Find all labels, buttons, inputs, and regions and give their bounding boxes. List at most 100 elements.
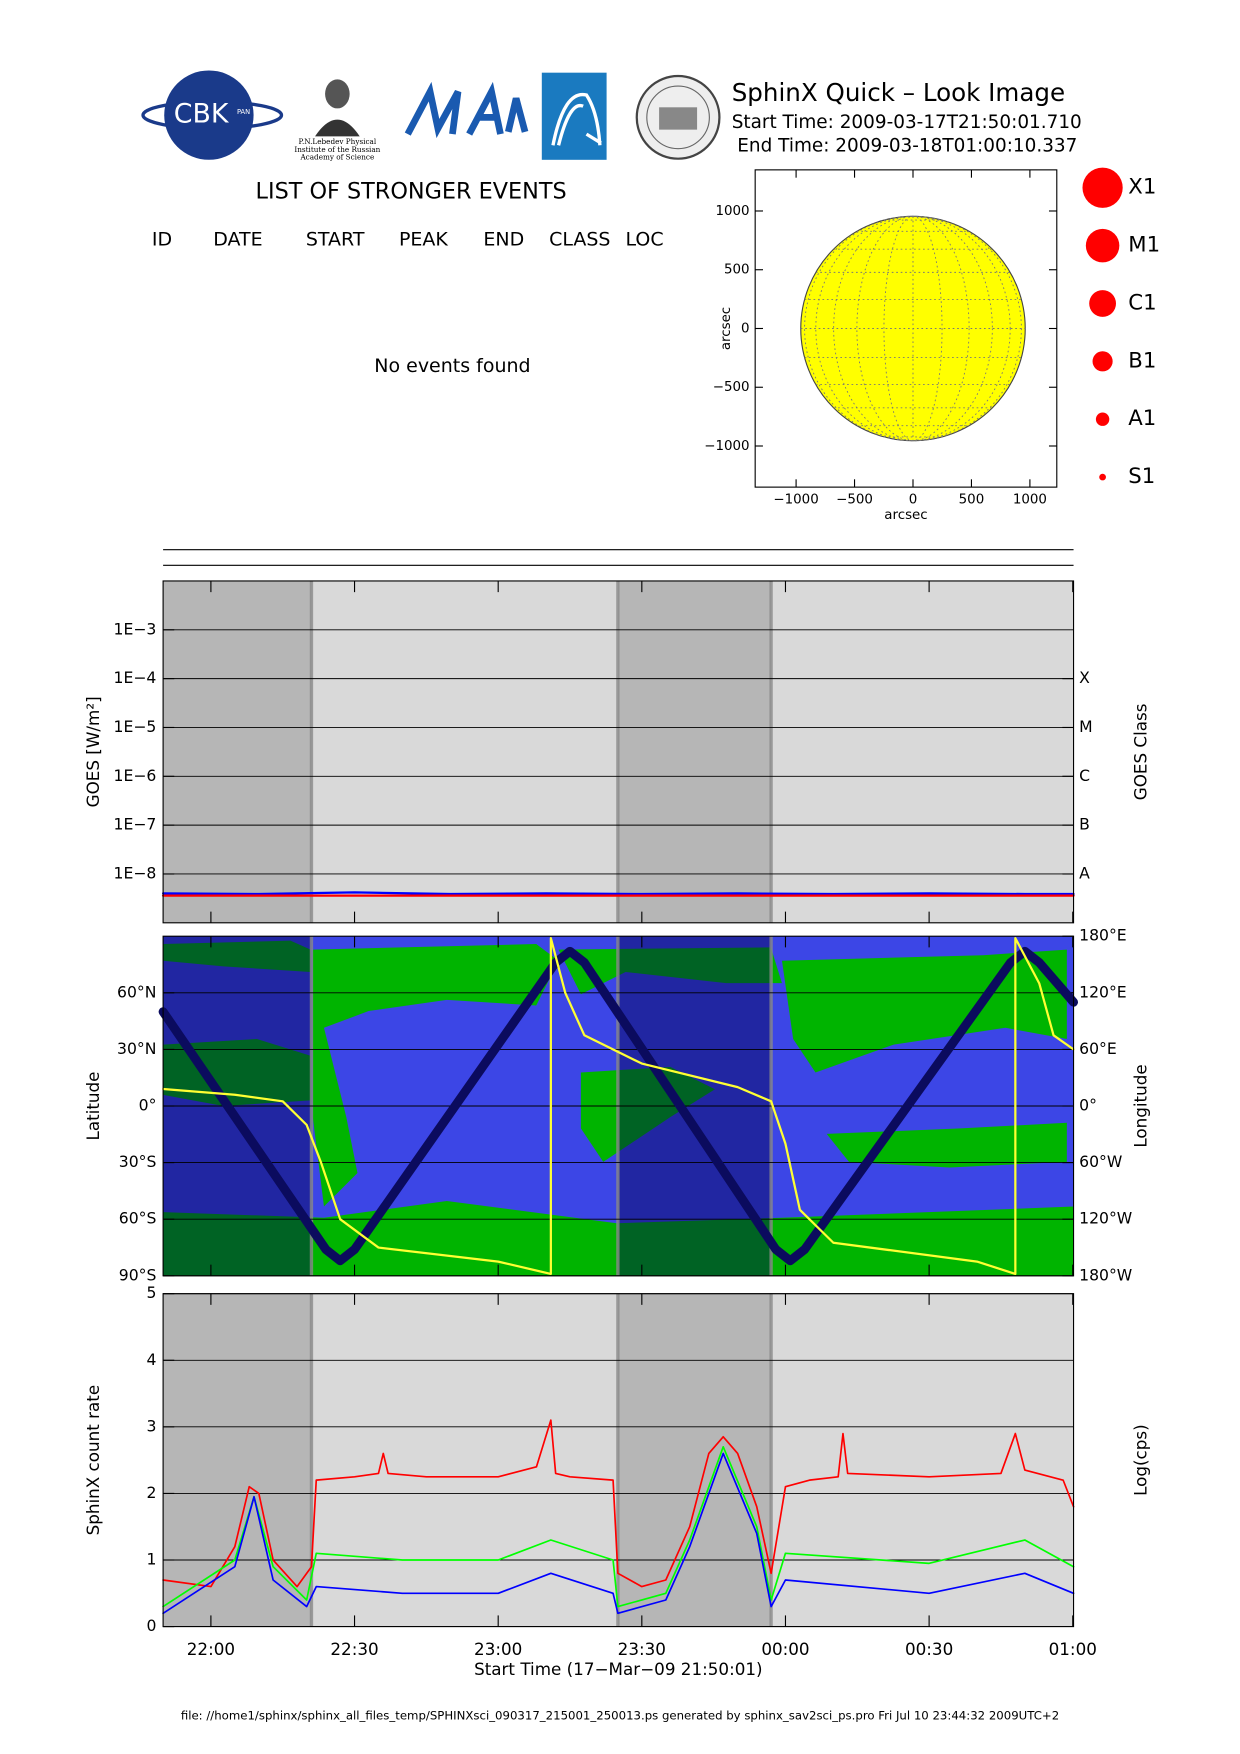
series-line	[162, 1419, 1075, 1588]
x-tick-label: 22:30	[330, 1639, 378, 1659]
lebedev-logo: P.N.Lebedev Physical Institute of the Ru…	[294, 79, 381, 162]
y-tick-label: 500	[724, 263, 750, 278]
x-tick-label: 23:00	[474, 1639, 522, 1659]
y2-tick-label: B	[1079, 815, 1090, 834]
x-tick-label: −500	[836, 492, 873, 507]
column-header: END	[483, 229, 524, 251]
plots: −1000 −500 0 500 1000 −1000 −500 0 500 1000 arcsec…	[83, 167, 1160, 1679]
y-tick-label: 1000	[716, 204, 750, 219]
portrait-head	[325, 79, 350, 109]
y-tick-label: 1E−7	[114, 815, 157, 834]
column-header: DATE	[213, 229, 262, 251]
plot-frame	[162, 1293, 1075, 1628]
column-header: CLASS	[549, 229, 610, 251]
x-tick-label: 23:30	[618, 1639, 666, 1659]
legend-label: C1	[1128, 290, 1156, 315]
y-tick-label: 3	[146, 1416, 156, 1435]
seal-building	[659, 107, 698, 130]
shaded-interval	[163, 580, 312, 923]
logo-shape	[505, 97, 529, 133]
longitude-line	[833, 215, 993, 442]
map-region	[312, 944, 559, 1207]
y-tick-label: 1	[146, 1550, 156, 1569]
y-axis-label: SphinX count rate	[83, 1385, 103, 1536]
x-tick-label: 00:30	[905, 1639, 953, 1659]
mian-logo	[404, 81, 529, 139]
x-tick-label: 00:00	[761, 1639, 809, 1659]
y2-tick-label: 120°W	[1079, 1209, 1132, 1228]
y2-axis-label: Log(cps)	[1131, 1424, 1151, 1496]
legend-label: S1	[1128, 464, 1155, 489]
y-tick-label: 1E−3	[114, 619, 157, 638]
disc-grid	[800, 215, 1026, 442]
y-tick-label: 0	[146, 1616, 156, 1635]
series-line	[162, 1446, 1075, 1608]
x-tick-label: 22:00	[187, 1639, 235, 1659]
y2-tick-label: 60°E	[1079, 1039, 1117, 1058]
y-tick-label: 5	[146, 1283, 156, 1302]
y-axis-label: GOES [W/m²]	[83, 696, 103, 807]
events-message: No events found	[374, 355, 530, 377]
legend-label: M1	[1128, 233, 1160, 258]
y-tick-label: 1E−8	[114, 863, 157, 882]
logo-text: Institute of the Russian	[294, 145, 380, 154]
longitude-line	[815, 215, 1011, 442]
x-tick-label: 0	[909, 492, 918, 507]
plot-frame	[162, 935, 1075, 1277]
seal-ring	[646, 85, 710, 150]
y-tick-label: 2	[146, 1483, 156, 1502]
y-tick-label: 4	[146, 1350, 156, 1369]
y-tick-label: 30°N	[117, 1039, 156, 1058]
legend-label: A1	[1128, 406, 1156, 431]
shaded-interval	[617, 1293, 772, 1627]
logo-shape	[551, 92, 602, 146]
series-line	[161, 891, 1075, 896]
logo-text: CBK	[174, 99, 230, 130]
series-line	[162, 1452, 1075, 1615]
y-tick-label: 1E−4	[114, 668, 157, 687]
series-line	[161, 936, 1075, 1276]
start-time: Start Time: 2009-03-17T21:50:01.710	[732, 112, 1082, 133]
y-tick-label: 1E−5	[114, 717, 157, 736]
university-seal	[635, 74, 721, 160]
blue-logo	[541, 72, 607, 160]
y2-axis-label: GOES Class	[1131, 703, 1151, 800]
image-title: SphinX Quick – Look Image	[732, 78, 1065, 107]
column-header: ID	[152, 229, 172, 251]
y2-tick-label: 0°	[1079, 1096, 1097, 1115]
footer: file: //home1/sphinx/sphinx_all_files_te…	[181, 1708, 1059, 1722]
shaded-interval	[163, 1293, 312, 1627]
y-tick-label: −1000	[704, 439, 749, 454]
y2-tick-label: C	[1079, 766, 1090, 785]
logo-shape	[404, 81, 462, 139]
y-tick-label: 1E−6	[114, 766, 157, 785]
end-time: End Time: 2009-03-18T01:00:10.337	[737, 135, 1077, 156]
y-tick-label: 60°S	[119, 1209, 157, 1228]
y-tick-label: 30°S	[119, 1152, 157, 1171]
y2-axis-label: Longitude	[1131, 1064, 1151, 1147]
column-header: START	[306, 229, 365, 251]
y2-tick-label: X	[1079, 668, 1090, 687]
logo-shape	[466, 81, 504, 136]
shaded-interval	[617, 580, 772, 923]
legend-marker	[1095, 412, 1110, 426]
y2-tick-label: 60°W	[1079, 1152, 1122, 1171]
y2-tick-label: 180°W	[1079, 1265, 1132, 1284]
map-region	[558, 947, 782, 995]
x-tick-label: 500	[959, 492, 985, 507]
legend-marker	[1082, 167, 1123, 208]
y-tick-label: 90°S	[119, 1265, 157, 1284]
x-tick-label: −1000	[773, 492, 818, 507]
x-axis-label: Start Time (17−Mar−09 21:50:01)	[474, 1659, 762, 1679]
portrait-body	[315, 119, 360, 137]
legend-marker	[1089, 290, 1116, 317]
y2-tick-label: A	[1079, 863, 1090, 882]
plot-frame	[162, 580, 1075, 924]
x-axis-label: arcsec	[884, 508, 927, 523]
logo-text: P.N.Lebedev Physical	[299, 137, 377, 146]
y-tick-label: 0°	[139, 1096, 157, 1115]
y2-tick-label: M	[1079, 717, 1092, 736]
y-tick-label: −500	[713, 380, 750, 395]
